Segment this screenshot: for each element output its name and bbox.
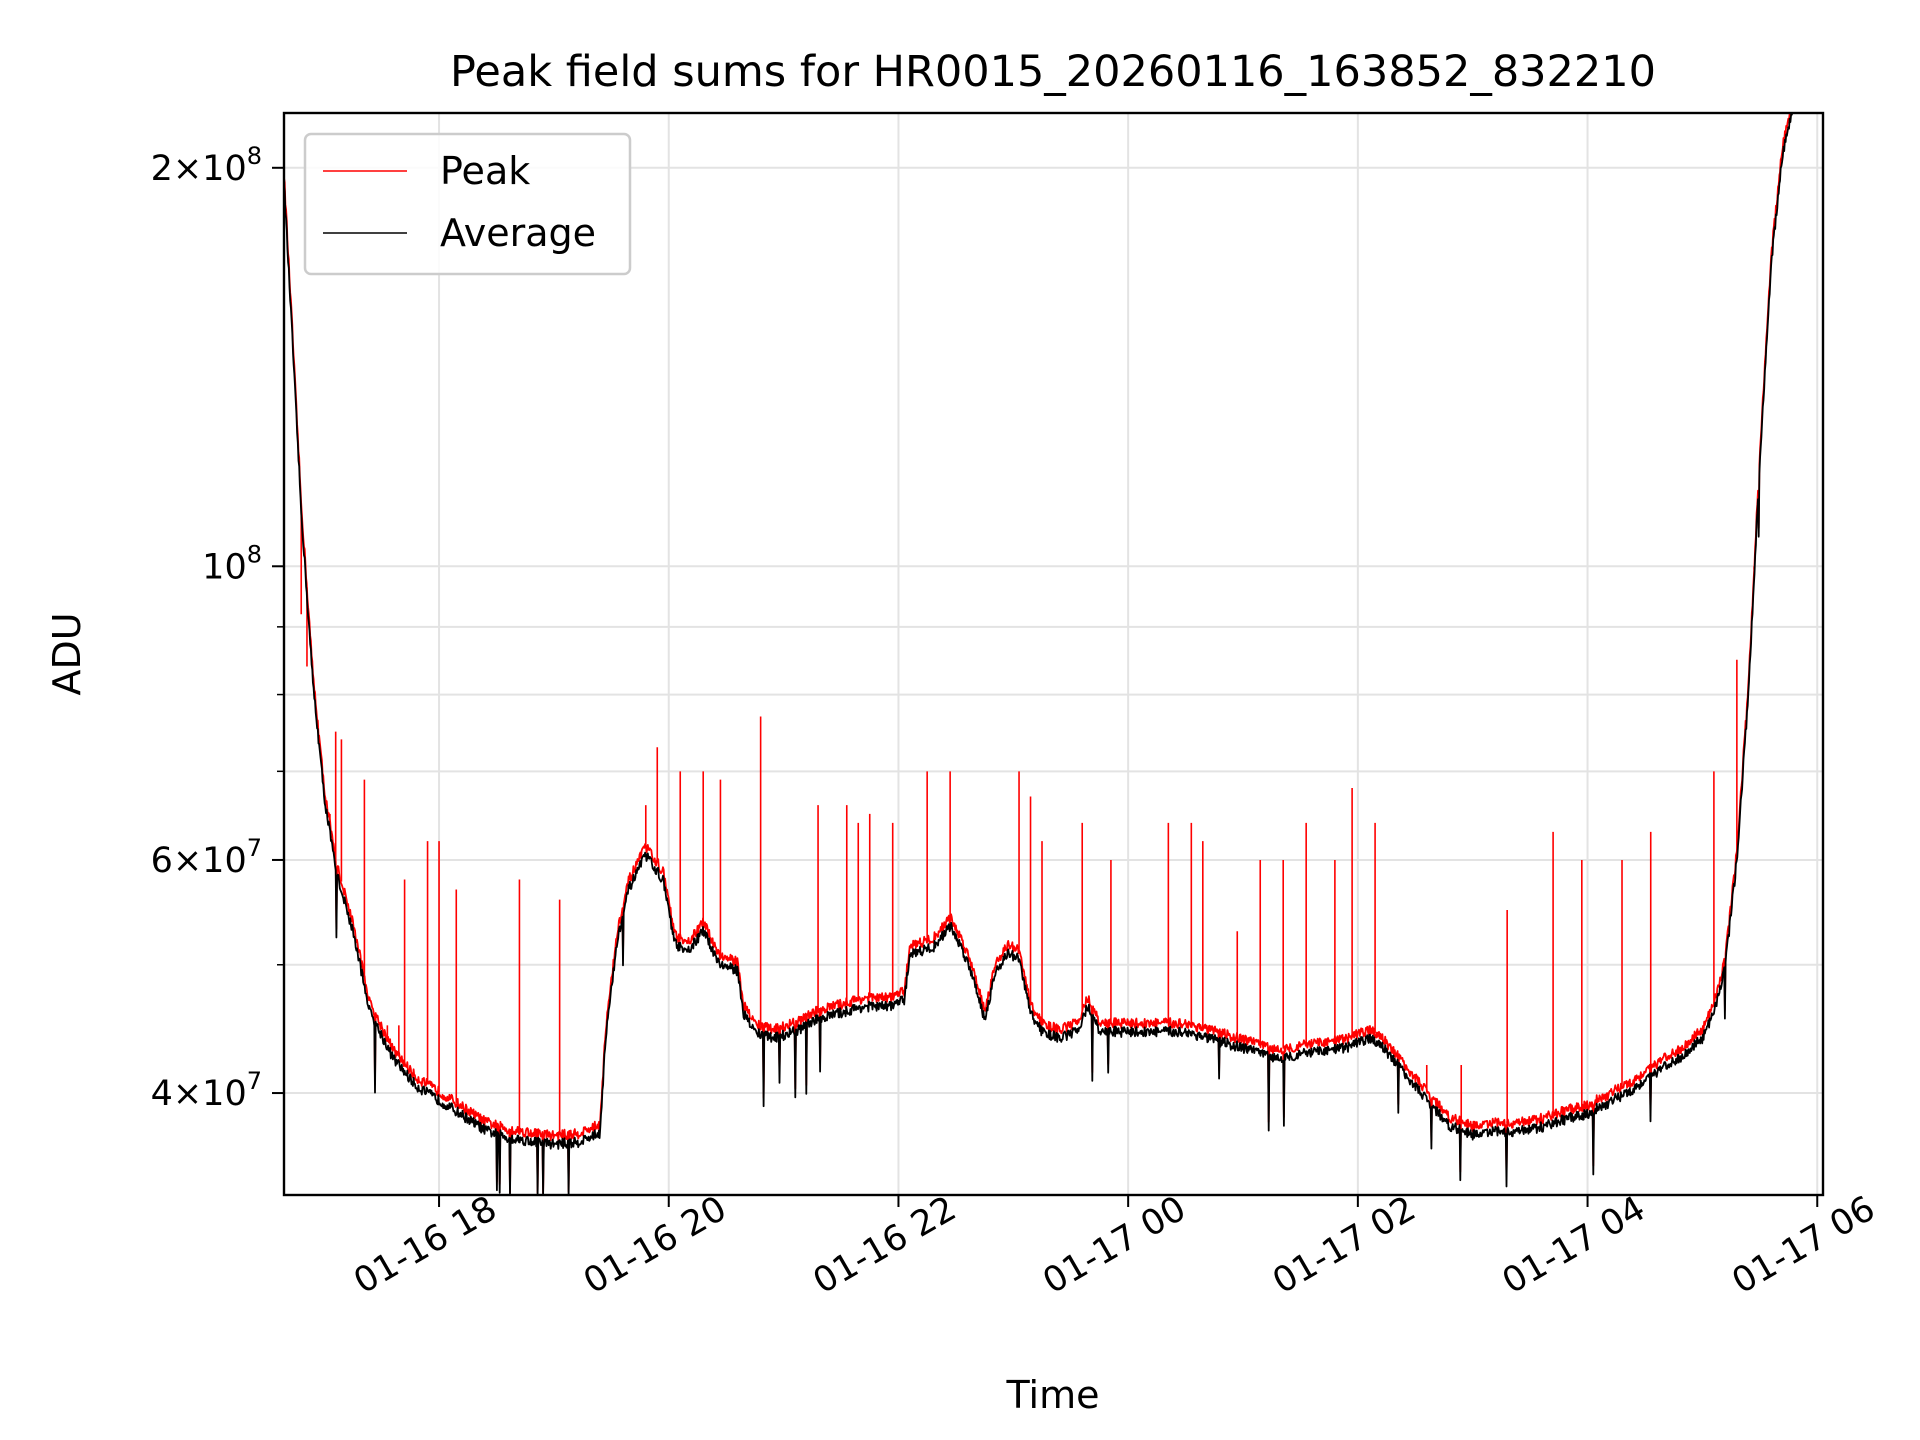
tick-layer: 01-16 18 01-16 20 01-16 22 01-17 00 01-17 02…: [151, 142, 1882, 1302]
plot-frame: [282, 111, 1825, 1197]
average-series-line: [283, 112, 1794, 1196]
legend: Peak Average: [303, 132, 632, 276]
y-tick-label: 2×108: [151, 142, 262, 189]
y-tick-label: 4×107: [151, 1067, 262, 1114]
x-tick-label: 01-16 20: [577, 1189, 733, 1302]
legend-average-label: Average: [440, 211, 596, 255]
y-axis-label: ADU: [45, 612, 89, 695]
x-axis-label: Time: [1006, 1373, 1100, 1417]
series-layer: [283, 112, 1794, 1196]
chart-title: Peak field sums for HR0015_20260116_1638…: [450, 47, 1656, 97]
x-tick-label: 01-17 06: [1726, 1189, 1882, 1302]
x-tick-label: 01-16 18: [347, 1189, 503, 1302]
peak-series-line: [283, 112, 1794, 1194]
x-tick-label: 01-17 00: [1037, 1189, 1193, 1302]
x-tick-label: 01-17 02: [1266, 1189, 1422, 1302]
legend-peak-label: Peak: [440, 149, 530, 193]
y-tick-label: 6×107: [151, 834, 262, 881]
y-tick-label: 108: [202, 540, 262, 587]
legend-box: [303, 132, 632, 276]
x-tick-label: 01-17 04: [1496, 1189, 1652, 1302]
x-tick-label: 01-16 22: [807, 1189, 963, 1302]
